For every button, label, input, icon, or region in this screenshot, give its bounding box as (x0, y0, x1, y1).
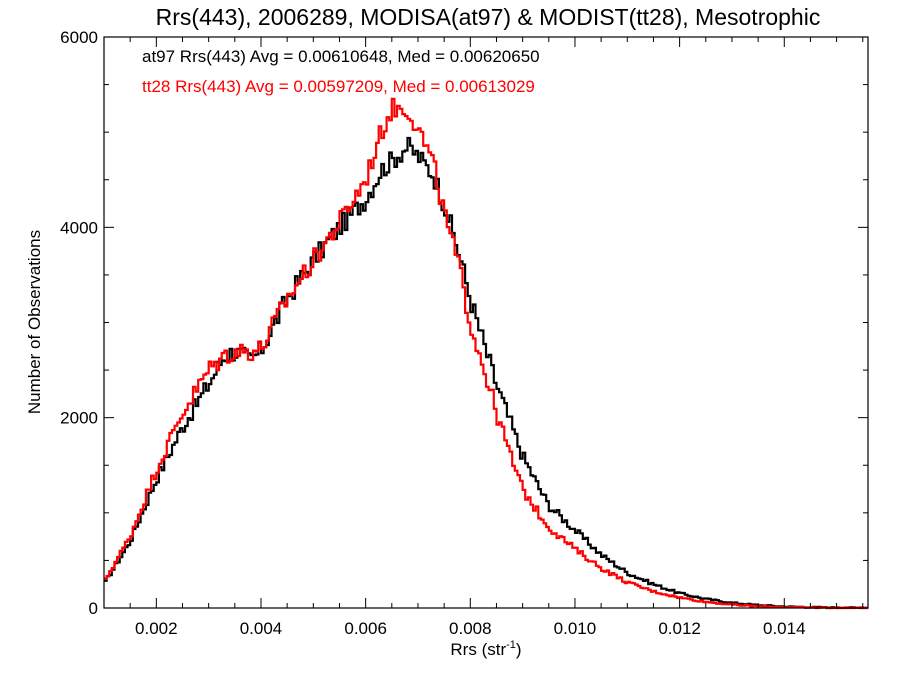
x-axis-label: Rrs (str-1) (450, 639, 521, 659)
x-tick-label: 0.002 (135, 619, 178, 638)
tick-layer: 0.002 0.004 0.006 0.008 0.010 0.012 0.014 0 2000… (60, 28, 868, 638)
legend-tt28: tt28 Rrs(443) Avg = 0.00597209, Med = 0.… (142, 77, 535, 96)
y-axis-label: Number of Observations (25, 230, 44, 414)
y-tick-label: 6000 (60, 28, 98, 47)
legend-at97: at97 Rrs(443) Avg = 0.00610648, Med = 0.… (142, 47, 540, 66)
x-tick-label: 0.008 (449, 619, 492, 638)
y-tick-label: 0 (89, 599, 98, 618)
x-axis-label-superscript: -1 (506, 639, 516, 651)
y-tick-label: 4000 (60, 218, 98, 237)
x-tick-label: 0.006 (344, 619, 387, 638)
series-tt28-histogram (104, 97, 868, 610)
x-tick-label: 0.004 (240, 619, 283, 638)
x-tick-label: 0.014 (763, 619, 806, 638)
chart-title: Rrs(443), 2006289, MODISA(at97) & MODIST… (156, 4, 821, 30)
x-tick-label: 0.010 (554, 619, 597, 638)
x-axis-label-main: Rrs (str (450, 640, 506, 659)
plot-frame (103, 36, 869, 609)
x-axis-label-end: ) (516, 640, 522, 659)
series-at97-histogram (104, 136, 868, 610)
x-tick-label: 0.012 (658, 619, 701, 638)
series-layer (104, 97, 868, 610)
y-tick-label: 2000 (60, 409, 98, 428)
